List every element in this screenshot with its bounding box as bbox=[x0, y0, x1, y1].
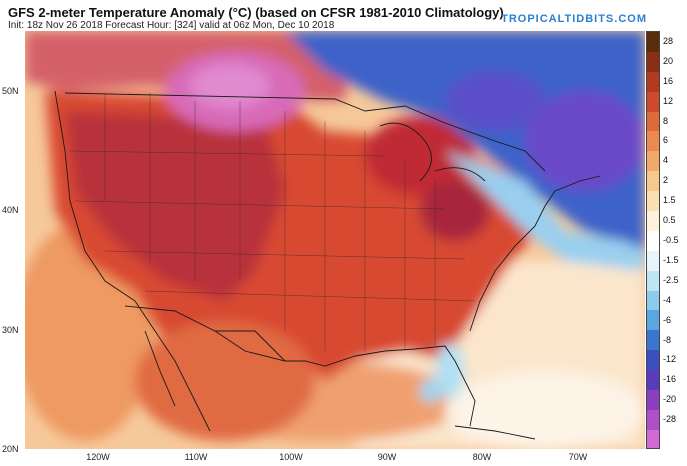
northeast-cold-region bbox=[285, 31, 645, 251]
canada-border bbox=[64, 92, 546, 172]
cold-edge-light bbox=[445, 151, 645, 271]
lon-label-90w: 90W bbox=[377, 452, 397, 462]
map-subtitle: Init: 18z Nov 26 2018 Forecast Hour: [32… bbox=[8, 20, 335, 31]
colorbar-swatch bbox=[647, 429, 659, 448]
ohio-hot bbox=[420, 181, 490, 241]
cuba bbox=[454, 425, 536, 440]
colorbar-swatch bbox=[647, 230, 659, 251]
colorbar-swatch bbox=[647, 91, 659, 112]
colorbar-tick-label: -6 bbox=[663, 314, 672, 325]
colorbar-tick-label: 28 bbox=[663, 35, 674, 46]
colorbar-swatch bbox=[647, 270, 659, 291]
colorbar-swatch bbox=[647, 409, 659, 430]
colorbar-tick-label: -20 bbox=[663, 394, 677, 405]
colorbar-tick-label: -0.5 bbox=[663, 235, 679, 245]
colorbar-tick-label: 20 bbox=[663, 55, 674, 66]
lat-label-50n: 50N bbox=[2, 86, 19, 96]
lat-label-20n: 20N bbox=[2, 444, 19, 454]
west-hot-region bbox=[65, 111, 285, 301]
lat-label-40n: 40N bbox=[2, 205, 19, 215]
mexico-warm bbox=[135, 321, 315, 441]
colorbar-tick-label: 8 bbox=[663, 115, 669, 126]
mexico-border bbox=[124, 305, 286, 362]
colorbar-tick-label: 12 bbox=[663, 95, 674, 106]
colorbar-tick-label: -28 bbox=[663, 414, 677, 425]
colorbar-tick-label: 4 bbox=[663, 155, 669, 166]
colorbar-swatch bbox=[647, 51, 659, 72]
lon-label-110w: 110W bbox=[184, 452, 208, 462]
colorbar-tick-label: -8 bbox=[663, 334, 672, 345]
colorbar-tick-label: -16 bbox=[663, 374, 677, 385]
atlantic-coast bbox=[469, 175, 601, 332]
baja bbox=[144, 330, 176, 407]
anomaly-map bbox=[25, 31, 645, 449]
colorbar bbox=[646, 31, 660, 449]
pacific-coast bbox=[54, 90, 211, 432]
pink-core bbox=[190, 64, 270, 108]
colorbar-tick-label: 0.5 bbox=[663, 215, 676, 226]
colorbar-tick-label: -12 bbox=[663, 354, 677, 365]
florida-cool bbox=[436, 343, 464, 399]
colorbar-swatch bbox=[647, 211, 659, 231]
colorbar-swatch bbox=[647, 250, 659, 271]
labrador-purple bbox=[525, 91, 645, 191]
colorbar-swatch bbox=[647, 111, 659, 132]
state-lines bbox=[69, 93, 476, 351]
colorbar-swatch bbox=[647, 330, 659, 351]
colorbar-tick-label: 16 bbox=[663, 75, 674, 86]
gulf-cool-spot bbox=[420, 379, 440, 403]
colorbar-swatch bbox=[647, 151, 659, 172]
lon-label-120w: 120W bbox=[86, 452, 110, 462]
caribbean-pale-region bbox=[445, 371, 645, 449]
colorbar-tick-label: -4 bbox=[663, 294, 672, 305]
colorbar-swatch bbox=[647, 32, 659, 52]
colorbar-labels: 28 20 16 12 8 6 4 2 1.5 0.5 -0.5 -1.5 -2.5 -4 -6 -8 -12 -… bbox=[663, 31, 687, 449]
colorbar-swatch bbox=[647, 191, 659, 212]
colorbar-swatch bbox=[647, 350, 659, 371]
great-lakes-hot bbox=[365, 116, 475, 196]
quebec-purple bbox=[445, 71, 545, 131]
great-lakes bbox=[379, 122, 486, 182]
colorbar-swatch bbox=[647, 310, 659, 331]
colorbar-swatch bbox=[647, 131, 659, 152]
colorbar-tick-label: -1.5 bbox=[663, 254, 679, 265]
colorbar-tick-label: -2.5 bbox=[663, 274, 679, 285]
colorbar-swatch bbox=[647, 390, 659, 410]
colorbar-tick-label: 2 bbox=[663, 175, 669, 186]
colorbar-tick-label: 6 bbox=[663, 135, 669, 146]
lon-label-70w: 70W bbox=[568, 452, 588, 462]
coastlines bbox=[54, 90, 601, 440]
colorbar-tick-label: 1.5 bbox=[663, 195, 676, 206]
colorbar-swatch bbox=[647, 71, 659, 92]
map-title: GFS 2-meter Temperature Anomaly (°C) (ba… bbox=[8, 5, 504, 20]
lon-label-80w: 80W bbox=[472, 452, 492, 462]
brand-logo-text[interactable]: TROPICALTIDBITS.COM bbox=[501, 13, 647, 25]
colorbar-swatch bbox=[647, 290, 659, 311]
lat-label-30n: 30N bbox=[2, 325, 19, 335]
colorbar-swatch bbox=[647, 171, 659, 192]
colorbar-swatch bbox=[647, 370, 659, 391]
lon-label-100w: 100W bbox=[279, 452, 303, 462]
